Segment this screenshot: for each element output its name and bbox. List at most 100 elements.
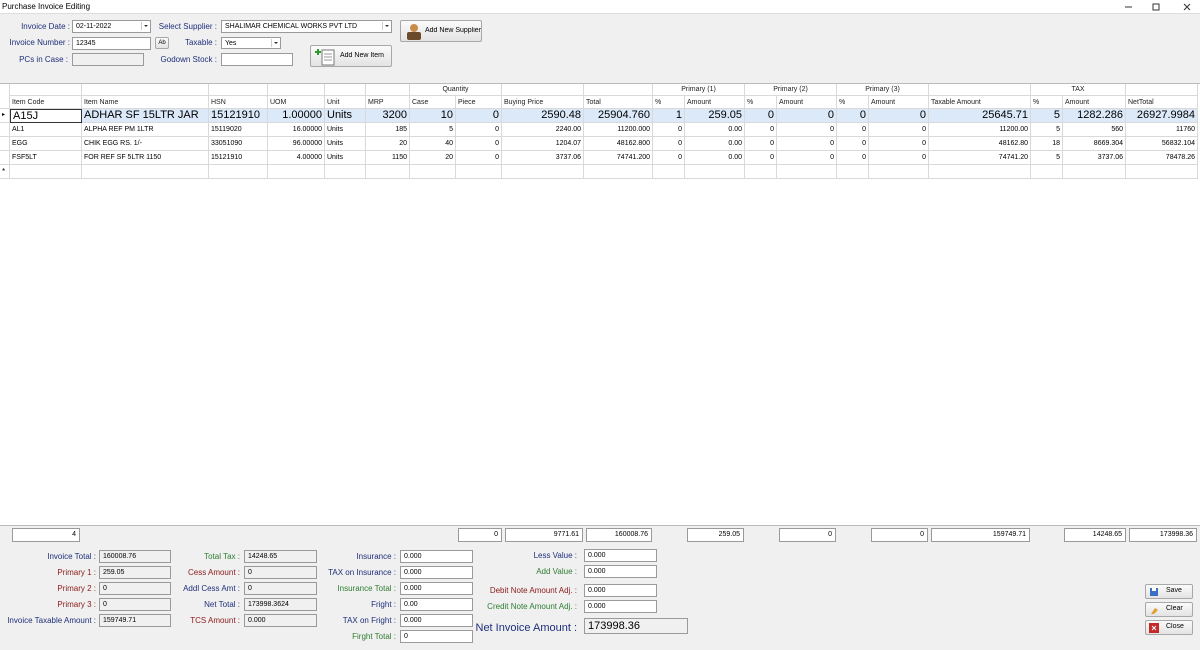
cell[interactable]: 2240.00 [502, 123, 584, 137]
empty-cell[interactable] [268, 165, 325, 179]
cell[interactable]: 0 [869, 123, 929, 137]
empty-cell[interactable] [869, 165, 929, 179]
cell[interactable]: ALPHA REF PM 1LTR [82, 123, 209, 137]
cell[interactable]: 5 [410, 123, 456, 137]
empty-cell[interactable] [1126, 165, 1198, 179]
cell[interactable]: 0 [777, 151, 837, 165]
invoice-number-input[interactable]: 12345 [72, 37, 151, 50]
footer-value[interactable]: 0.000 [400, 550, 473, 563]
empty-cell[interactable] [777, 165, 837, 179]
cell[interactable]: 0 [869, 137, 929, 151]
cell[interactable]: 0 [653, 123, 685, 137]
selected-cell[interactable]: 259.05 [685, 109, 745, 123]
cell[interactable]: 18 [1031, 137, 1063, 151]
cell[interactable]: 15121910 [209, 151, 268, 165]
cell[interactable]: 560 [1063, 123, 1126, 137]
selected-cell[interactable]: 3200 [366, 109, 410, 123]
pcs-in-case-input[interactable] [72, 53, 144, 66]
empty-cell[interactable] [584, 165, 653, 179]
cell[interactable]: 74741.200 [584, 151, 653, 165]
action-button-text[interactable]: Clear [1166, 605, 1183, 612]
selected-cell[interactable]: 15121910 [209, 109, 268, 123]
cell[interactable]: EGG [10, 137, 82, 151]
selected-cell[interactable]: 1282.286 [1063, 109, 1126, 123]
cell[interactable]: 0 [837, 151, 869, 165]
action-button-text[interactable]: Close [1166, 623, 1184, 630]
cell[interactable]: 0 [837, 137, 869, 151]
selected-cell[interactable]: Units [325, 109, 366, 123]
cell[interactable]: 0 [456, 137, 502, 151]
cell[interactable]: 20 [410, 151, 456, 165]
empty-cell[interactable] [502, 165, 584, 179]
selected-cell[interactable]: 2590.48 [502, 109, 584, 123]
window-controls[interactable] [1115, 1, 1200, 13]
cell[interactable]: 8669.304 [1063, 137, 1126, 151]
cell[interactable]: 16.00000 [268, 123, 325, 137]
empty-cell[interactable] [209, 165, 268, 179]
selected-cell[interactable]: 26927.9984 [1126, 109, 1198, 123]
footer-value[interactable]: 0.000 [584, 565, 657, 578]
selected-cell[interactable]: 0 [837, 109, 869, 123]
cell[interactable]: 78478.26 [1126, 151, 1198, 165]
cell[interactable]: 1204.07 [502, 137, 584, 151]
empty-cell[interactable] [929, 165, 1031, 179]
empty-cell[interactable] [410, 165, 456, 179]
taxable-combo[interactable]: Yes [221, 37, 281, 49]
cell[interactable]: 0 [837, 123, 869, 137]
cell[interactable]: 3737.06 [1063, 151, 1126, 165]
selected-cell[interactable]: ADHAR SF 15LTR JAR [82, 109, 209, 123]
empty-cell[interactable] [653, 165, 685, 179]
cell[interactable]: 0 [745, 137, 777, 151]
cell[interactable]: 20 [366, 137, 410, 151]
selected-cell[interactable]: 5 [1031, 109, 1063, 123]
cell[interactable]: 0 [456, 151, 502, 165]
selected-cell[interactable]: 1 [653, 109, 685, 123]
cell[interactable]: 56832.104 [1126, 137, 1198, 151]
selected-cell[interactable]: A15J [10, 109, 82, 123]
cell[interactable]: Units [325, 123, 366, 137]
footer-value[interactable]: 0.000 [584, 549, 657, 562]
cell[interactable]: FOR REF SF 5LTR 1150 [82, 151, 209, 165]
cell[interactable]: 40 [410, 137, 456, 151]
footer-value[interactable]: 0.000 [400, 566, 473, 579]
selected-cell[interactable]: 0 [745, 109, 777, 123]
godown-stock-input[interactable] [221, 53, 293, 66]
add-supplier-button[interactable] [400, 20, 482, 42]
cell[interactable]: 0 [777, 123, 837, 137]
add-item-button[interactable] [310, 45, 392, 67]
footer-value[interactable]: 0.000 [400, 614, 473, 627]
cell[interactable]: 0 [745, 151, 777, 165]
empty-cell[interactable] [837, 165, 869, 179]
cell[interactable]: 11200.00 [929, 123, 1031, 137]
footer-value[interactable]: 0.000 [584, 600, 657, 613]
selected-cell[interactable]: 10 [410, 109, 456, 123]
invoice-date-input[interactable]: 02-11-2022 [72, 20, 151, 33]
cell[interactable]: 33051090 [209, 137, 268, 151]
cell[interactable]: 3737.06 [502, 151, 584, 165]
selected-cell[interactable]: 25904.760 [584, 109, 653, 123]
cell[interactable]: 48162.800 [584, 137, 653, 151]
empty-cell[interactable] [1063, 165, 1126, 179]
action-button[interactable] [1145, 620, 1193, 635]
cell[interactable]: 11760 [1126, 123, 1198, 137]
empty-cell[interactable] [325, 165, 366, 179]
action-button[interactable] [1145, 584, 1193, 599]
cell[interactable]: FSF5LT [10, 151, 82, 165]
cell[interactable]: 0.00 [685, 151, 745, 165]
add-item-text[interactable]: Add New Item [340, 52, 384, 59]
footer-value[interactable]: 0.00 [400, 598, 473, 611]
cell[interactable]: 4.00000 [268, 151, 325, 165]
action-button-text[interactable]: Save [1166, 587, 1182, 594]
cell[interactable]: CHIK EGG RS. 1/- [82, 137, 209, 151]
cell[interactable]: 0.00 [685, 123, 745, 137]
selected-cell[interactable]: 0 [869, 109, 929, 123]
restore[interactable] [1152, 3, 1160, 11]
cell[interactable]: 15119020 [209, 123, 268, 137]
selected-cell[interactable]: 1.00000 [268, 109, 325, 123]
cell[interactable]: 74741.20 [929, 151, 1031, 165]
cell[interactable]: 0 [653, 137, 685, 151]
cell[interactable]: 96.00000 [268, 137, 325, 151]
cell[interactable]: 0 [653, 151, 685, 165]
selected-cell[interactable]: 25645.71 [929, 109, 1031, 123]
cell[interactable]: 5 [1031, 123, 1063, 137]
